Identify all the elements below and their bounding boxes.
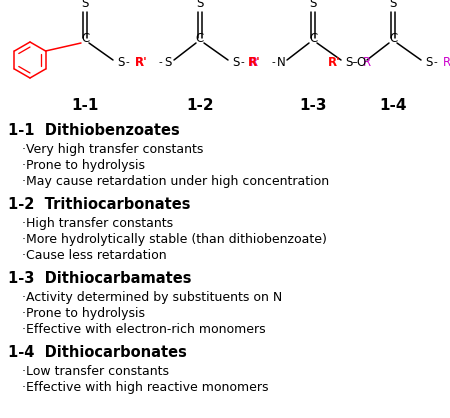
Text: 1-2  Trithiocarbonates: 1-2 Trithiocarbonates bbox=[8, 197, 190, 212]
Text: 1-1  Dithiobenzoates: 1-1 Dithiobenzoates bbox=[8, 123, 180, 138]
Text: C: C bbox=[389, 31, 397, 44]
Text: ·Low transfer constants: ·Low transfer constants bbox=[22, 365, 169, 378]
Text: R: R bbox=[363, 56, 371, 69]
Text: 1-3  Dithiocarbamates: 1-3 Dithiocarbamates bbox=[8, 271, 192, 286]
Text: -: - bbox=[125, 57, 129, 67]
Text: -: - bbox=[240, 57, 244, 67]
Text: ·Prone to hydrolysis: ·Prone to hydrolysis bbox=[22, 159, 145, 172]
Text: ·Effective with electron-rich monomers: ·Effective with electron-rich monomers bbox=[22, 323, 265, 336]
Text: C: C bbox=[309, 31, 317, 44]
Text: S: S bbox=[196, 0, 204, 10]
Text: S: S bbox=[309, 0, 317, 10]
Text: ·Cause less retardation: ·Cause less retardation bbox=[22, 249, 167, 262]
Text: R: R bbox=[135, 56, 143, 69]
Text: O: O bbox=[356, 56, 365, 69]
Text: S: S bbox=[81, 0, 89, 10]
Text: -: - bbox=[351, 57, 355, 67]
Text: S: S bbox=[345, 56, 352, 69]
Text: 1-4  Dithiocarbonates: 1-4 Dithiocarbonates bbox=[8, 345, 187, 360]
Text: 1-3: 1-3 bbox=[299, 97, 327, 112]
Text: ·May cause retardation under high concentration: ·May cause retardation under high concen… bbox=[22, 175, 329, 188]
Text: R': R' bbox=[248, 56, 261, 69]
Text: C: C bbox=[196, 31, 204, 44]
Text: 1-4: 1-4 bbox=[379, 97, 407, 112]
Text: N: N bbox=[277, 56, 285, 69]
Text: S: S bbox=[389, 0, 397, 10]
Text: -: - bbox=[271, 57, 275, 67]
Text: S: S bbox=[232, 56, 239, 69]
Text: ·High transfer constants: ·High transfer constants bbox=[22, 217, 173, 230]
Text: R': R' bbox=[135, 56, 148, 69]
Text: 1-2: 1-2 bbox=[186, 97, 214, 112]
Text: ·More hydrolytically stable (than dithiobenzoate): ·More hydrolytically stable (than dithio… bbox=[22, 233, 327, 246]
Text: S: S bbox=[425, 56, 432, 69]
Text: -: - bbox=[433, 57, 437, 67]
Text: R: R bbox=[250, 56, 258, 69]
Text: ·Prone to hydrolysis: ·Prone to hydrolysis bbox=[22, 307, 145, 320]
Text: -: - bbox=[158, 57, 162, 67]
Text: ·Effective with high reactive monomers: ·Effective with high reactive monomers bbox=[22, 381, 269, 394]
Text: 1-1: 1-1 bbox=[71, 97, 99, 112]
Text: C: C bbox=[81, 31, 89, 44]
Text: S: S bbox=[117, 56, 124, 69]
Text: R': R' bbox=[328, 56, 341, 69]
Text: R: R bbox=[443, 56, 450, 69]
Text: ·Activity determined by substituents on N: ·Activity determined by substituents on … bbox=[22, 291, 282, 304]
Text: -: - bbox=[353, 57, 357, 67]
Text: S: S bbox=[164, 56, 172, 69]
Text: ·Very high transfer constants: ·Very high transfer constants bbox=[22, 143, 203, 156]
